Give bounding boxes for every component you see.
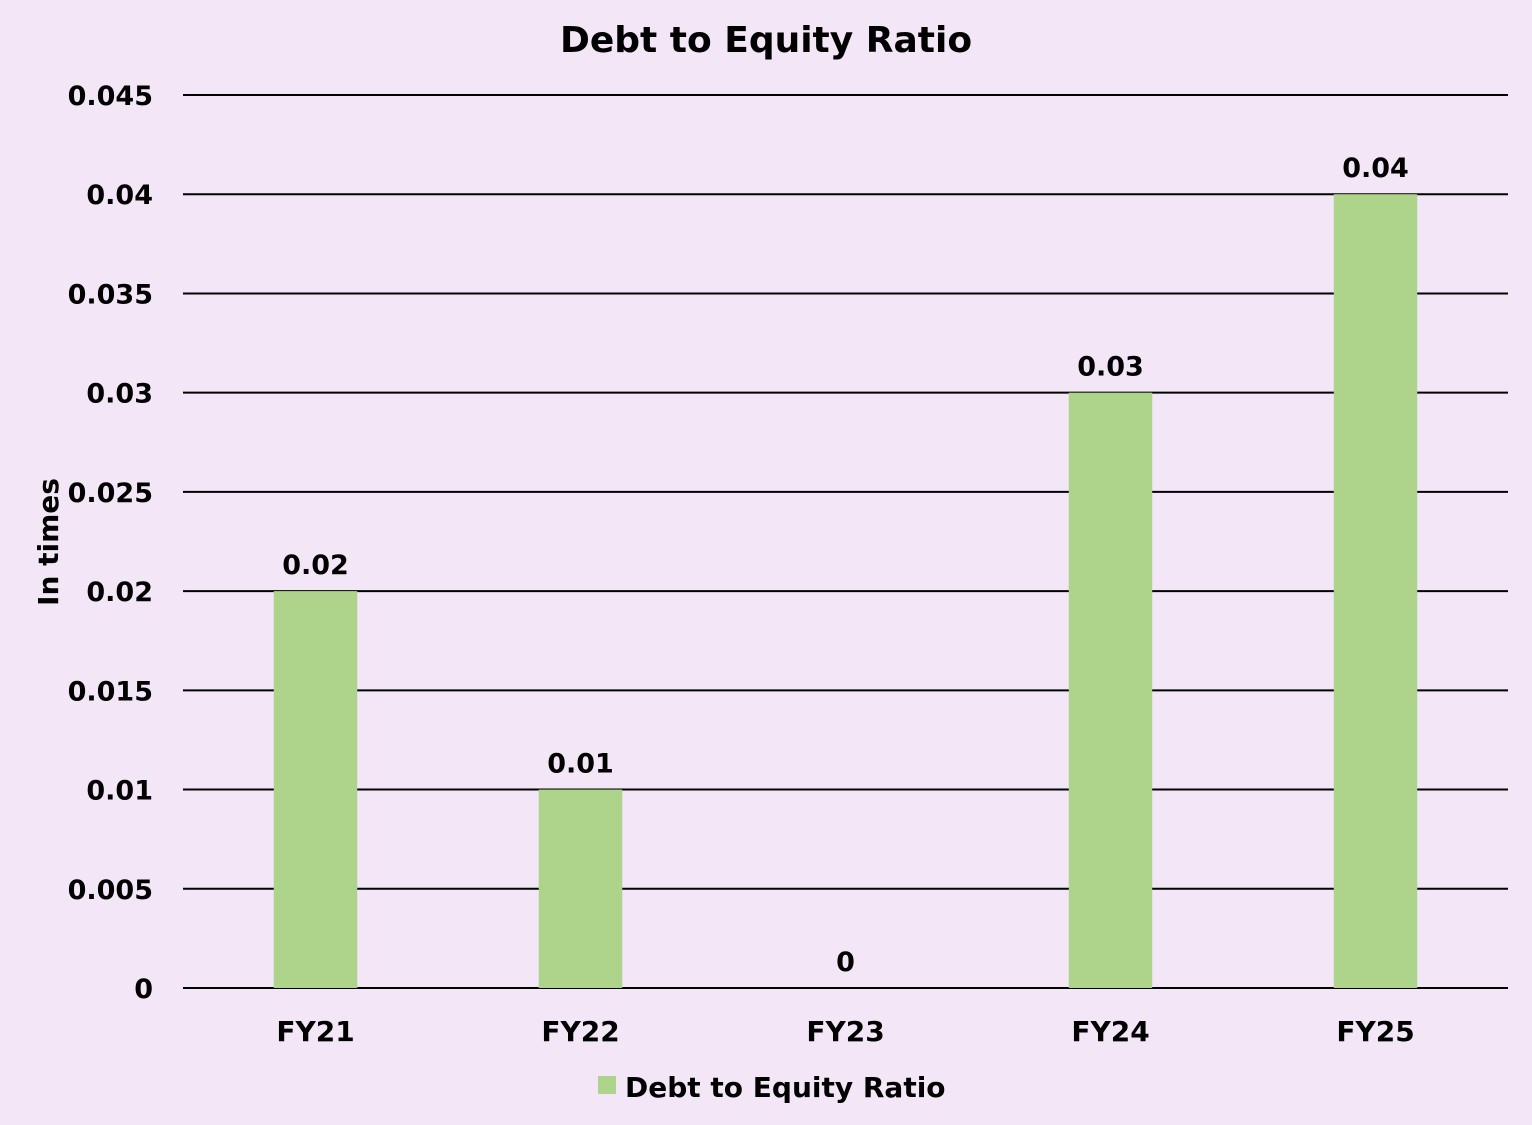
data-label-fy22: 0.01 bbox=[547, 749, 614, 780]
y-tick-label: 0.01 bbox=[86, 776, 153, 807]
x-tick-label-fy21: FY21 bbox=[276, 1015, 354, 1048]
data-labels: 0.02 0.01 0 0.03 0.04 bbox=[282, 153, 1409, 978]
y-tick-label: 0.04 bbox=[86, 180, 153, 211]
y-tick-label: 0.03 bbox=[86, 379, 153, 410]
data-label-fy24: 0.03 bbox=[1077, 352, 1144, 383]
chart-title: Debt to Equity Ratio bbox=[560, 20, 972, 61]
legend-label: Debt to Equity Ratio bbox=[625, 1071, 946, 1104]
y-tick-label: 0 bbox=[134, 974, 153, 1005]
x-tick-label-fy23: FY23 bbox=[806, 1015, 884, 1048]
x-tick-label-fy22: FY22 bbox=[541, 1015, 619, 1048]
y-tick-label: 0.02 bbox=[86, 577, 153, 608]
data-label-fy21: 0.02 bbox=[282, 550, 349, 581]
data-label-fy25: 0.04 bbox=[1342, 153, 1409, 184]
y-tick-label: 0.045 bbox=[68, 81, 153, 112]
y-tick-label: 0.035 bbox=[68, 279, 153, 310]
x-axis-ticks: FY21 FY22 FY23 FY24 FY25 bbox=[276, 1015, 1414, 1048]
gridlines bbox=[183, 94, 1508, 989]
y-axis-label: In times bbox=[32, 478, 65, 606]
bar-fy24 bbox=[1068, 392, 1153, 989]
x-tick-label-fy25: FY25 bbox=[1336, 1015, 1414, 1048]
data-label-fy23: 0 bbox=[836, 947, 855, 978]
y-tick-label: 0.005 bbox=[68, 875, 153, 906]
legend-swatch bbox=[598, 1076, 616, 1094]
bar-fy21 bbox=[273, 591, 358, 988]
legend: Debt to Equity Ratio bbox=[598, 1071, 946, 1104]
bars bbox=[273, 194, 1418, 989]
y-tick-label: 0.025 bbox=[68, 478, 153, 509]
y-tick-label: 0.015 bbox=[68, 676, 153, 707]
x-tick-label-fy24: FY24 bbox=[1071, 1015, 1149, 1048]
bar-fy25 bbox=[1333, 194, 1418, 988]
bar-fy22 bbox=[538, 789, 623, 988]
y-axis-ticks: 0 0.005 0.01 0.015 0.02 0.025 0.03 0.035 0.04 0.0… bbox=[68, 81, 153, 1005]
